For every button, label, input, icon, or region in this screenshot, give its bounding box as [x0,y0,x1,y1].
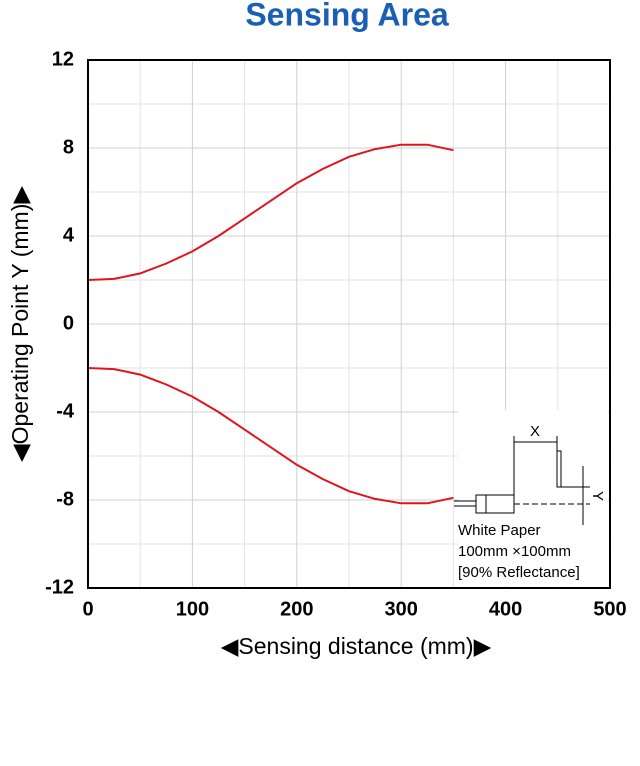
x-tick-label: 100 [176,598,209,620]
chart-title: Sensing Area [245,0,449,32]
paper-annotation: White Paper [458,522,541,539]
y-tick-label: 12 [52,48,74,70]
curves [87,143,454,505]
x-tick-label: 0 [82,598,93,620]
x-tick-label: 500 [593,598,626,620]
y-tick-label: 4 [63,224,75,246]
y-axis-label: ◀Operating Point Y (mm)▶ [7,186,33,462]
y-tick-label: -8 [56,488,74,510]
y-tick-label: 8 [63,136,74,158]
reflectance-annotation: [90% Reflectance] [458,564,580,581]
x-annotation: X [530,423,540,440]
y-tick-label: 0 [63,312,74,334]
series-line [87,367,454,505]
x-axis-label: ◀Sensing distance (mm)▶ [221,633,492,659]
series-line [87,143,454,281]
x-tick-label: 200 [280,598,313,620]
x-tick-label: 300 [385,598,418,620]
paper [556,450,562,488]
x-tick-label: 400 [489,598,522,620]
plot-frame [87,59,611,589]
y-tick-label: -4 [56,400,75,422]
y-tick-label: -12 [45,576,74,598]
size-annotation: 100mm ×100mm [458,543,571,560]
inset-diagram: X Y White Paper 100mm ×100mm [90% Reflec… [454,410,608,586]
y-annotation: Y [589,491,606,501]
